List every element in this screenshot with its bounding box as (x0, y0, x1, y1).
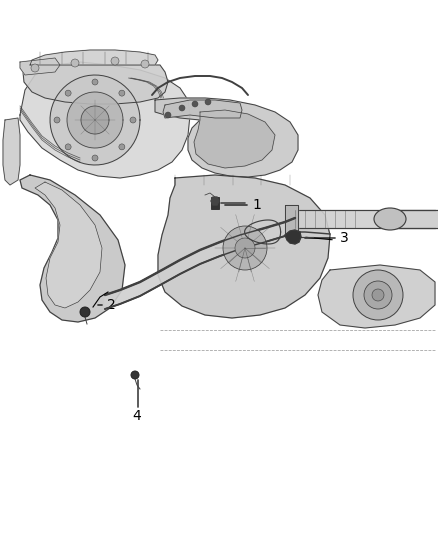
Polygon shape (390, 210, 438, 228)
Polygon shape (67, 92, 123, 148)
Circle shape (65, 90, 71, 96)
Text: 2: 2 (107, 298, 116, 312)
Text: 4: 4 (132, 409, 141, 423)
Circle shape (192, 101, 198, 107)
Circle shape (31, 64, 39, 72)
Circle shape (71, 59, 79, 67)
Circle shape (65, 144, 71, 150)
Polygon shape (158, 175, 330, 318)
Circle shape (235, 238, 255, 258)
Circle shape (179, 105, 185, 111)
Circle shape (119, 90, 125, 96)
Circle shape (92, 79, 98, 85)
Polygon shape (35, 182, 102, 308)
Polygon shape (50, 75, 140, 165)
Polygon shape (20, 58, 60, 75)
Polygon shape (194, 110, 275, 168)
Circle shape (372, 289, 384, 301)
Circle shape (80, 307, 90, 317)
Polygon shape (155, 98, 298, 177)
Polygon shape (163, 100, 242, 118)
Text: 3: 3 (340, 231, 349, 245)
Circle shape (111, 57, 119, 65)
Ellipse shape (374, 208, 406, 230)
Bar (211, 197, 219, 209)
Circle shape (205, 99, 211, 105)
Circle shape (353, 270, 403, 320)
Polygon shape (318, 265, 435, 328)
Polygon shape (285, 205, 298, 233)
Circle shape (165, 112, 171, 118)
Polygon shape (30, 50, 158, 65)
Polygon shape (3, 118, 20, 185)
Circle shape (92, 155, 98, 161)
Circle shape (130, 117, 136, 123)
Circle shape (364, 281, 392, 309)
Circle shape (223, 226, 267, 270)
Circle shape (141, 60, 149, 68)
Polygon shape (23, 65, 168, 104)
Polygon shape (20, 175, 125, 322)
Polygon shape (105, 218, 295, 309)
Polygon shape (211, 197, 219, 205)
Text: 1: 1 (252, 198, 261, 212)
Circle shape (131, 371, 139, 379)
Circle shape (119, 144, 125, 150)
Polygon shape (20, 62, 190, 178)
Polygon shape (81, 106, 109, 134)
Circle shape (54, 117, 60, 123)
Polygon shape (285, 230, 301, 244)
Polygon shape (290, 210, 435, 228)
